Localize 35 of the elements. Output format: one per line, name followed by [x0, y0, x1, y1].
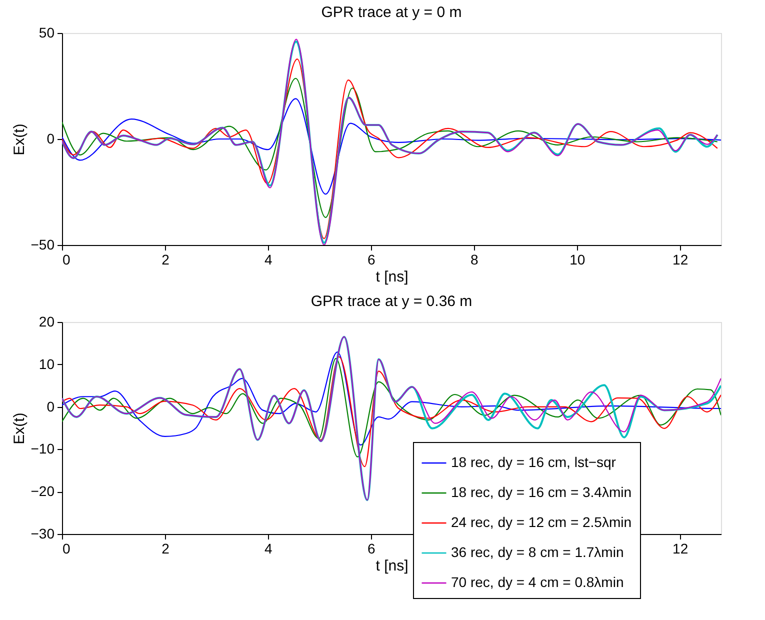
chart-title: GPR trace at y = 0 m — [321, 4, 462, 21]
y-tick-label: 50 — [38, 24, 55, 40]
x-tick-label: 10 — [570, 252, 586, 268]
y-tick-label: 20 — [38, 314, 55, 330]
x-tick-label: 6 — [368, 540, 376, 556]
y-axis-title: Ex(t) — [10, 412, 28, 444]
x-tick-label: 2 — [162, 252, 170, 268]
x-axis-title: t [ns] — [376, 268, 408, 286]
x-tick-label: 6 — [368, 252, 376, 268]
y-tick-label: −30 — [30, 526, 55, 542]
x-tick-label: 4 — [264, 252, 273, 268]
y-tick-label: 0 — [46, 130, 55, 146]
y-tick-label: −50 — [30, 236, 55, 252]
y-tick-label: −20 — [30, 483, 55, 500]
legend-label: 18 rec, dy = 16 cm = 3.4λmin — [451, 484, 632, 500]
y-tick-label: −10 — [30, 440, 55, 457]
x-tick-label: 12 — [672, 540, 688, 556]
x-tick-label: 4 — [264, 540, 273, 556]
legend-label: 70 rec, dy = 4 cm = 0.8λmin — [451, 574, 624, 590]
chart-title: GPR trace at y = 0.36 m — [310, 293, 472, 310]
legend-label: 18 rec, dy = 16 cm, lst−sqr — [451, 454, 616, 470]
x-axis-title: t [ns] — [376, 558, 408, 574]
x-tick-label: 2 — [162, 540, 170, 556]
line-series — [62, 78, 718, 218]
legend-label: 36 rec, dy = 8 cm = 1.7λmin — [451, 544, 624, 560]
y-tick-label: 0 — [46, 398, 55, 414]
line-series — [62, 352, 721, 446]
y-tick-label: 10 — [38, 356, 55, 372]
x-tick-label: 0 — [62, 540, 70, 556]
y-axis-title: Ex(t) — [10, 124, 28, 156]
x-tick-label: 8 — [470, 252, 478, 268]
legend-label: 24 rec, dy = 12 cm = 2.5λmin — [451, 514, 632, 530]
line-series — [62, 98, 721, 195]
x-tick-label: 0 — [62, 252, 70, 268]
x-tick-label: 12 — [672, 252, 688, 268]
